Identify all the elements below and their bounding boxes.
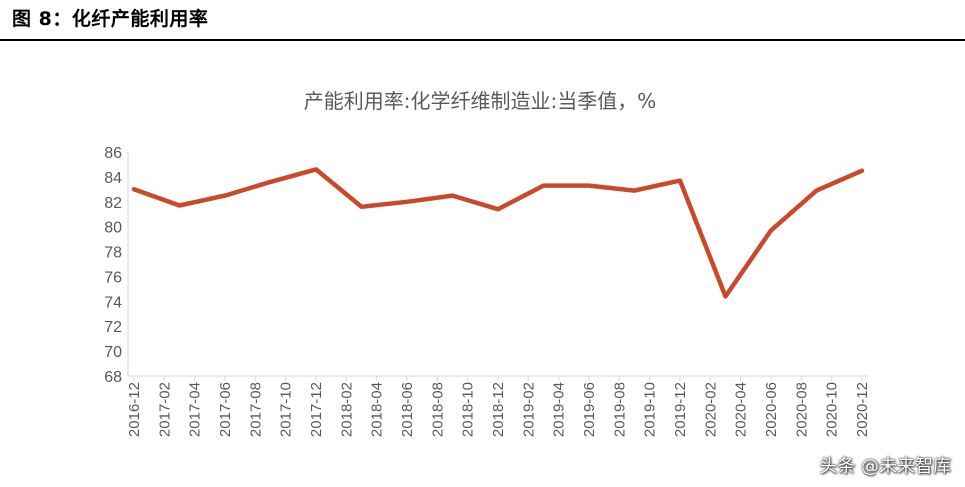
x-tick-label: 2018-10: [460, 382, 477, 437]
x-tick-label: 2020-04: [733, 382, 750, 437]
y-tick-label: 80: [104, 220, 122, 237]
x-tick-label: 2020-02: [702, 382, 719, 437]
x-tick-label: 2017-08: [247, 382, 264, 437]
x-tick-label: 2019-08: [611, 382, 628, 437]
x-tick-label: 2019-02: [520, 382, 537, 437]
y-tick-label: 82: [104, 195, 122, 212]
x-axis: 2016-12 2017-02 2017-04 2017-06 2017-08 2017-…: [126, 375, 871, 437]
x-tick-label: 2018-08: [429, 382, 446, 437]
series-layer: [131, 167, 865, 299]
y-tick-label: 76: [104, 269, 122, 286]
x-tick-label: 2017-10: [278, 382, 295, 437]
x-tick-label: 2018-02: [338, 382, 355, 437]
x-tick-label: 2017-04: [187, 382, 204, 437]
x-tick-label: 2019-10: [642, 382, 659, 437]
x-tick-label: 2020-12: [854, 382, 871, 437]
x-tick-label: 2019-12: [672, 382, 689, 437]
watermark: 头条 @未来智库: [819, 456, 951, 477]
y-tick-label: 70: [104, 344, 122, 361]
x-tick-label: 2020-08: [793, 382, 810, 437]
series-line: [131, 167, 865, 299]
title-divider: [0, 39, 965, 41]
y-tick-label: 86: [104, 145, 122, 162]
x-tick-label: 2019-04: [551, 382, 568, 437]
y-axis: 68 70 72 74 76 78 80 82 84 86: [104, 145, 129, 386]
x-tick-label: 2018-06: [399, 382, 416, 437]
chart-title: 产能利用率:化学纤维制造业:当季值，%: [304, 89, 656, 113]
y-tick-label: 72: [104, 319, 122, 336]
x-tick-label: 2019-06: [581, 382, 598, 437]
y-tick-label: 68: [104, 369, 122, 386]
x-tick-label: 2017-06: [217, 382, 234, 437]
x-tick-label: 2020-06: [763, 382, 780, 437]
y-tick-label: 84: [104, 170, 122, 187]
x-tick-label: 2018-12: [490, 382, 507, 437]
y-tick-label: 74: [104, 294, 122, 311]
figure-title: 图 8：化纤产能利用率: [12, 8, 209, 30]
x-tick-label: 2017-12: [308, 382, 325, 437]
y-tick-label: 78: [104, 245, 122, 262]
x-tick-label: 2016-12: [126, 382, 143, 437]
x-tick-label: 2017-02: [156, 382, 173, 437]
x-tick-label: 2020-10: [824, 382, 841, 437]
x-tick-label: 2018-04: [369, 382, 386, 437]
